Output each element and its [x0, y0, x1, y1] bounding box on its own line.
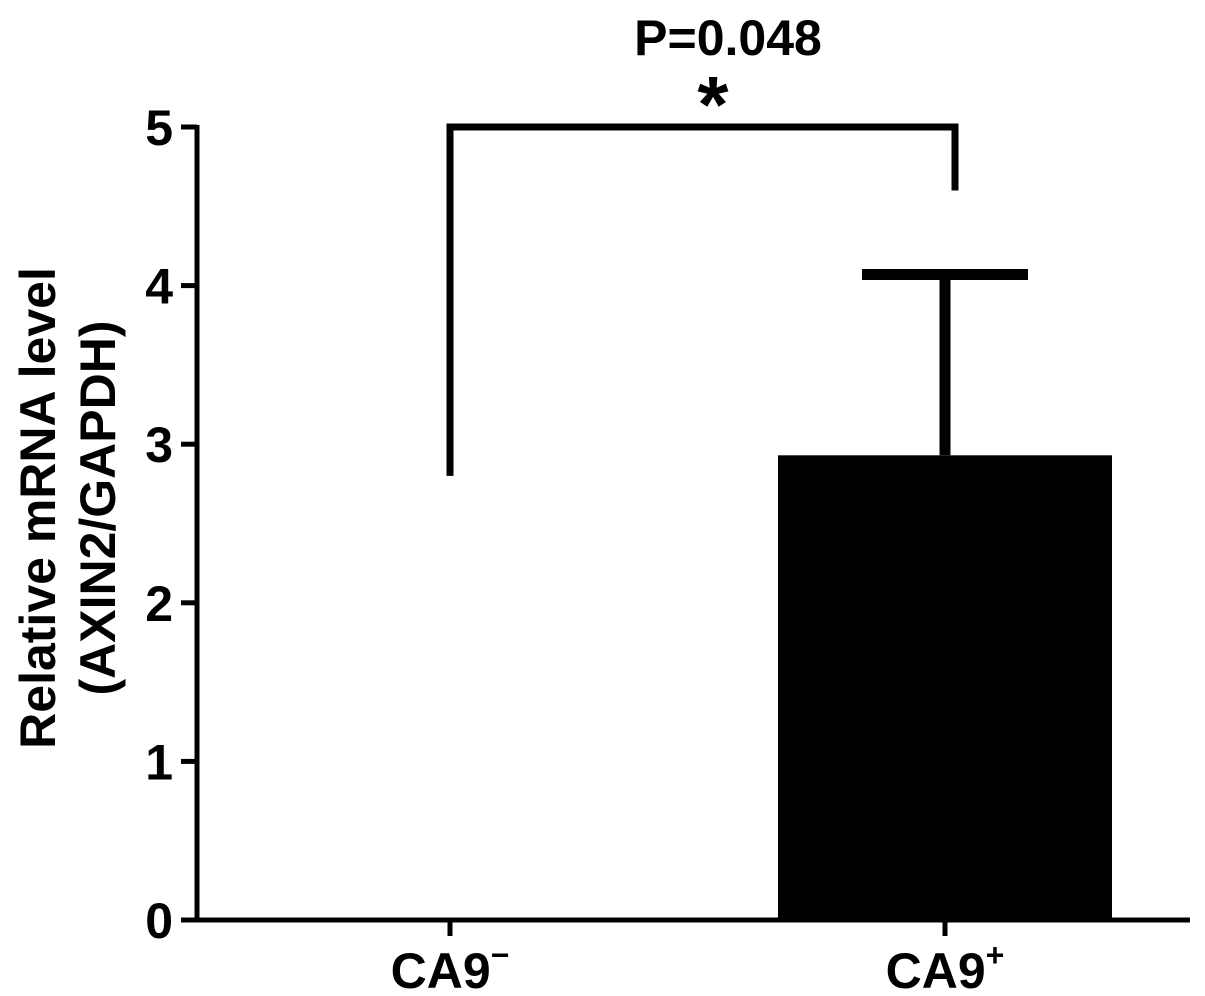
- significance-star: *: [697, 60, 729, 149]
- x-category-label-1: CA9+: [886, 937, 1005, 996]
- y-axis-title-line1: Relative mRNA level: [10, 267, 66, 749]
- y-tick-label-5: 5: [145, 100, 173, 156]
- x-category-superscript-1: +: [986, 937, 1005, 973]
- y-axis-title-line2: (AXIN2/GAPDH): [70, 320, 126, 695]
- y-tick-label-2: 2: [145, 576, 173, 632]
- y-tick-label-4: 4: [145, 259, 173, 315]
- significance-bracket: [446, 123, 959, 476]
- x-category-label-0: CA9−: [391, 937, 510, 996]
- p-value-label: P=0.048: [634, 10, 822, 66]
- y-tick-label-0: 0: [145, 893, 173, 949]
- y-tick-label-3: 3: [145, 417, 173, 473]
- y-tick-label-1: 1: [145, 734, 173, 790]
- x-category-superscript-0: −: [491, 937, 510, 973]
- plot-area: 0 1 2 3 4 5 CA9− CA9+: [145, 100, 1190, 996]
- bar-1: [778, 455, 1112, 920]
